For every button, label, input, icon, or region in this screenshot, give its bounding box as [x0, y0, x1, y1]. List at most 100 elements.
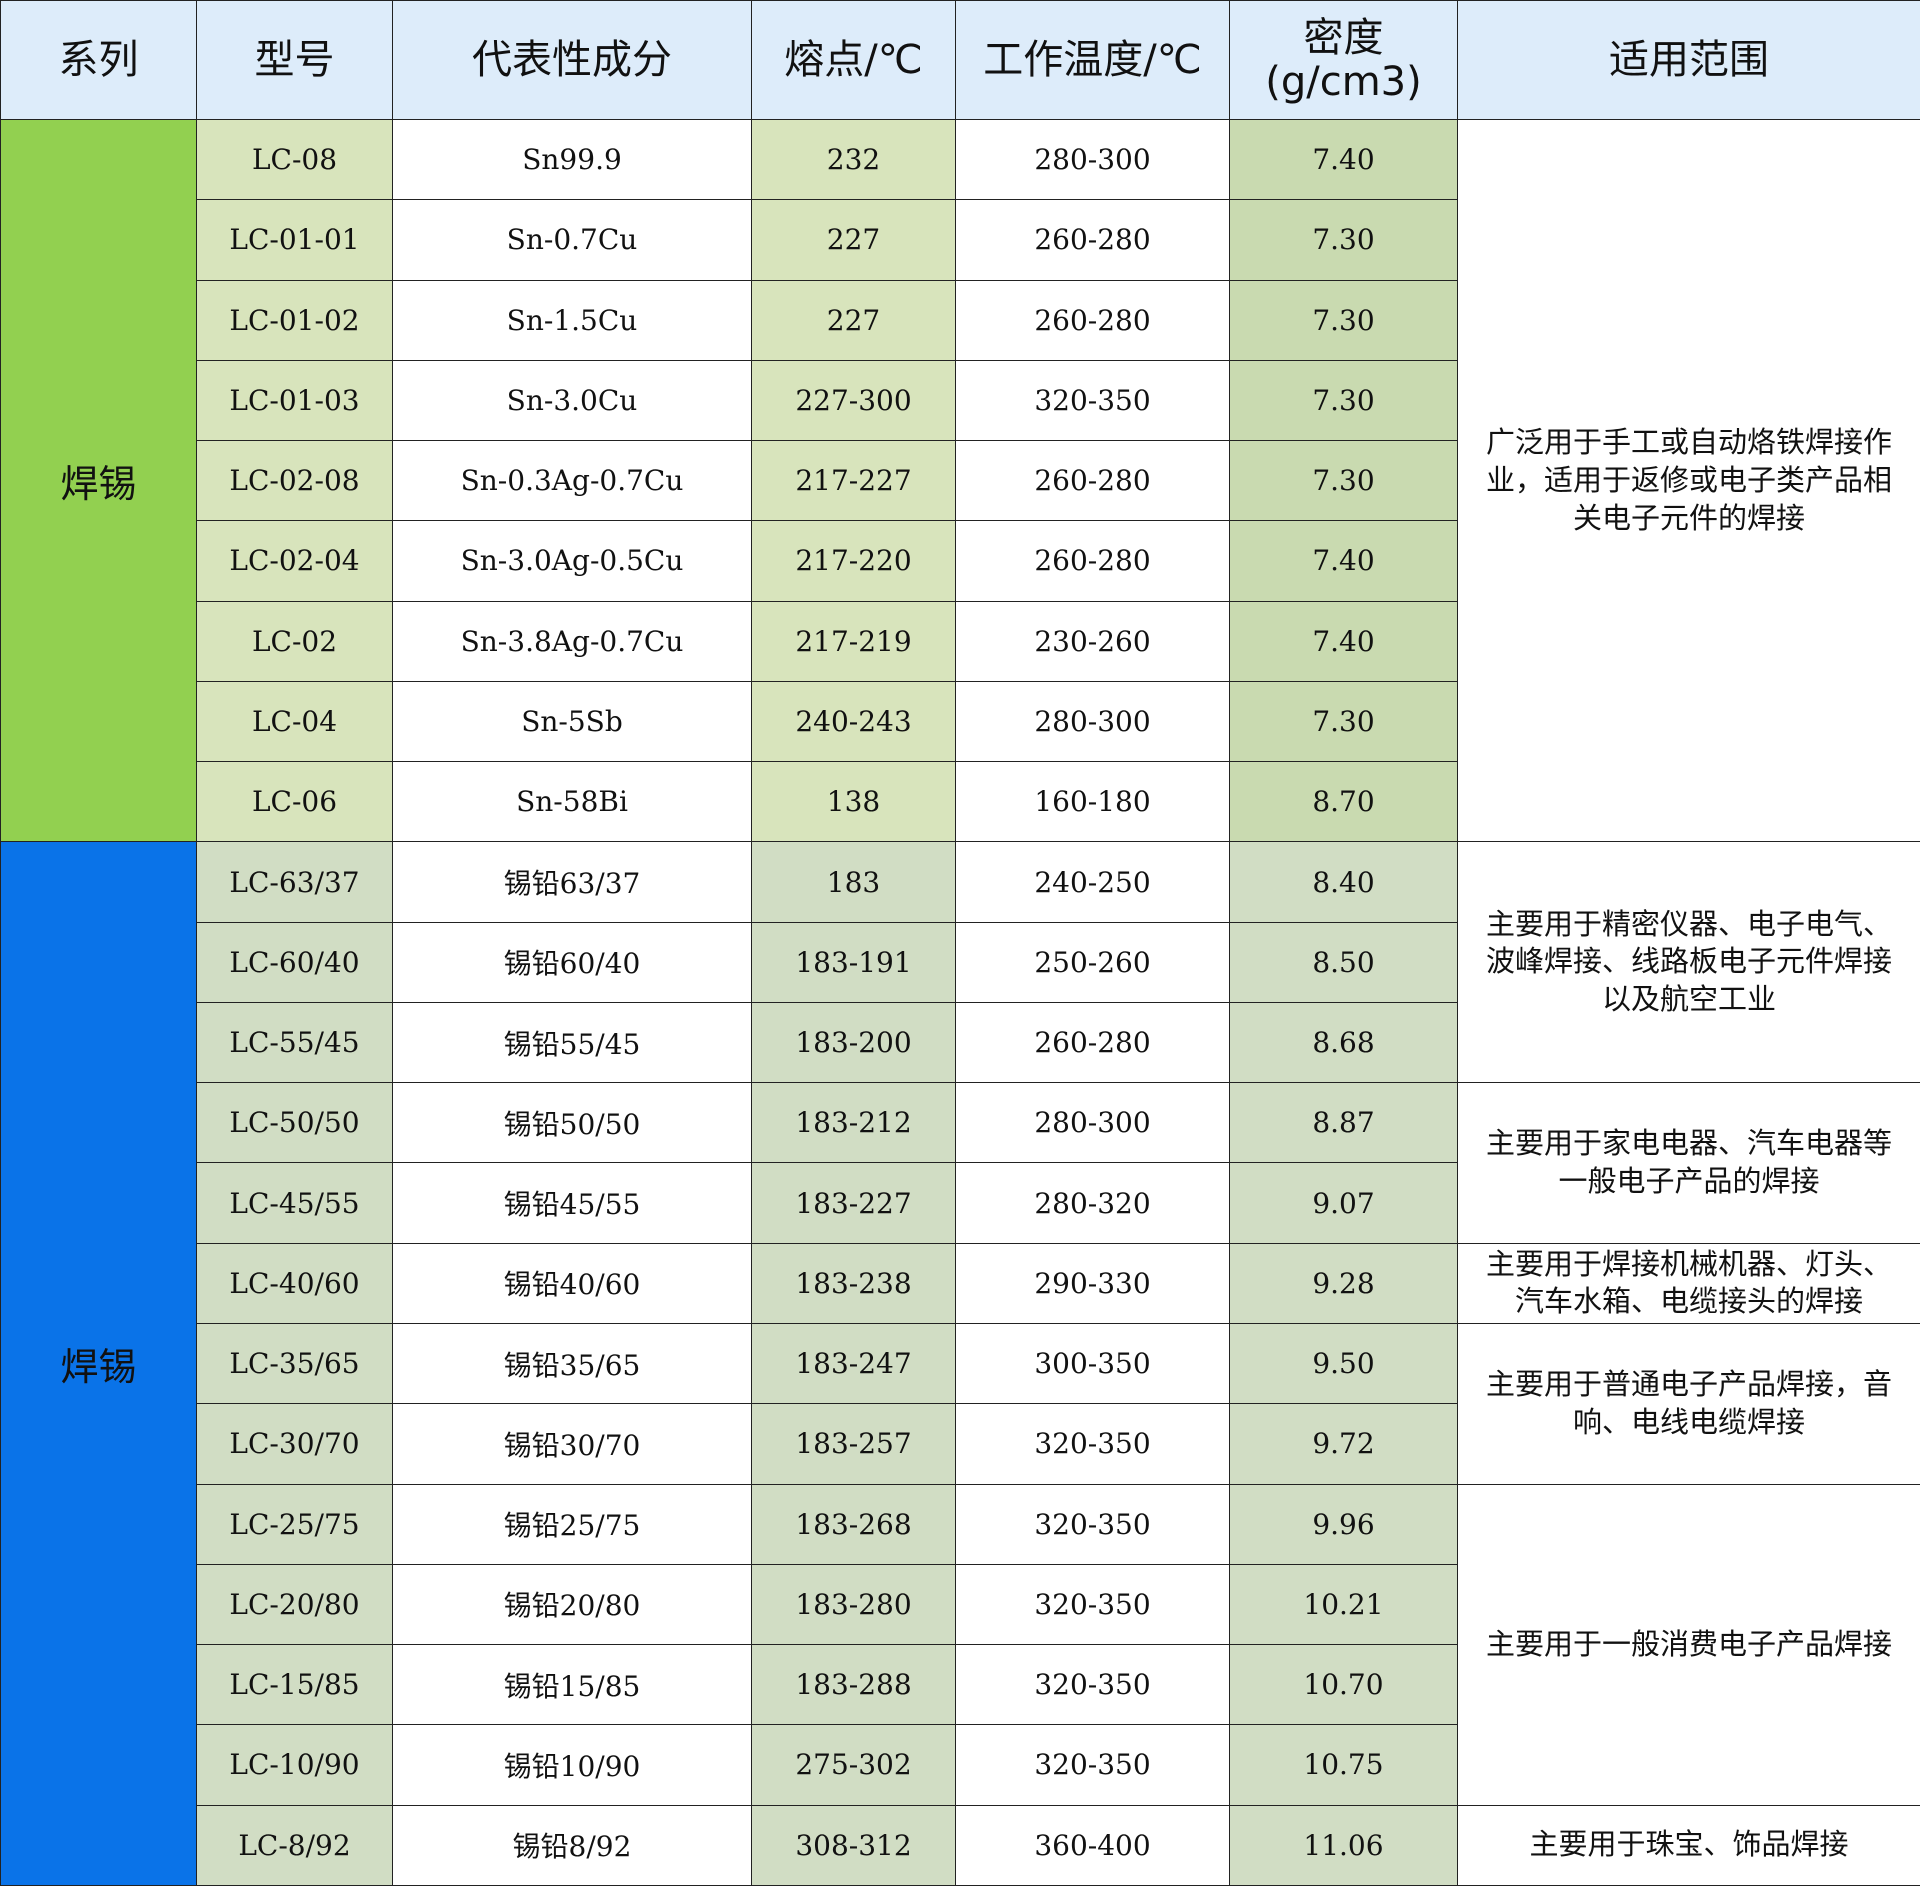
header-cell: 密度 (g/cm3)	[1229, 0, 1458, 120]
data-cell: 183-191	[751, 921, 956, 1003]
series-cell: 焊锡	[0, 841, 197, 1886]
data-cell: 锡铅55/45	[392, 1001, 752, 1084]
data-cell: 11.06	[1229, 1804, 1458, 1886]
data-cell: 183-288	[751, 1644, 956, 1726]
data-cell: 锡铅15/85	[392, 1644, 752, 1726]
data-cell: 280-300	[955, 118, 1230, 201]
table-row: LC-30/70 锡铅30/70 183-257 320-350 9.72	[1, 1403, 1920, 1485]
data-cell: 320-350	[955, 1563, 1230, 1646]
data-cell: 锡铅50/50	[392, 1082, 752, 1164]
header-cell: 型号	[196, 0, 393, 120]
data-cell: 锡铅30/70	[392, 1403, 752, 1485]
table-row: LC-45/55 锡铅45/55 183-227 280-320 9.07	[1, 1162, 1920, 1244]
data-cell: 280-320	[955, 1162, 1230, 1244]
data-cell: LC-02-08	[196, 440, 393, 522]
table-row: LC-02 Sn-3.8Ag-0.7Cu 217-219 230-260 7.40	[1, 600, 1920, 682]
data-cell: 240-250	[955, 841, 1230, 923]
data-cell: 10.70	[1229, 1644, 1458, 1726]
data-cell: 183-247	[751, 1322, 956, 1405]
data-cell: 260-280	[955, 520, 1230, 602]
data-cell: 锡铅20/80	[392, 1563, 752, 1646]
data-cell: LC-06	[196, 761, 393, 843]
header-cell: 适用范围	[1457, 0, 1920, 120]
data-cell: 7.30	[1229, 199, 1458, 281]
data-cell: 锡铅8/92	[392, 1804, 752, 1886]
data-cell: Sn-0.3Ag-0.7Cu	[392, 440, 752, 522]
data-cell: 260-280	[955, 279, 1230, 361]
usage-cell: 主要用于精密仪器、电子电气、波峰焊接、线路板电子元件焊接以及航空工业	[1457, 841, 1920, 1084]
data-cell: 7.40	[1229, 600, 1458, 682]
data-cell: LC-10/90	[196, 1724, 393, 1806]
table-row: LC-15/85 锡铅15/85 183-288 320-350 10.70	[1, 1644, 1920, 1726]
data-cell: 9.72	[1229, 1403, 1458, 1485]
data-cell: 7.30	[1229, 279, 1458, 361]
data-cell: 7.30	[1229, 359, 1458, 442]
data-cell: 250-260	[955, 921, 1230, 1003]
data-cell: LC-01-03	[196, 359, 393, 442]
data-cell: 锡铅63/37	[392, 841, 752, 923]
data-cell: 锡铅40/60	[392, 1242, 752, 1324]
data-cell: Sn-3.0Cu	[392, 359, 752, 442]
data-cell: 8.40	[1229, 841, 1458, 923]
table-row: LC-01-03 Sn-3.0Cu 227-300 320-350 7.30	[1, 359, 1920, 442]
data-cell: 锡铅60/40	[392, 921, 752, 1003]
data-cell: 183-227	[751, 1162, 956, 1244]
header-cell: 熔点/℃	[751, 0, 956, 120]
data-cell: 300-350	[955, 1322, 1230, 1405]
data-cell: 320-350	[955, 1483, 1230, 1565]
data-cell: LC-01-01	[196, 199, 393, 281]
data-cell: 锡铅10/90	[392, 1724, 752, 1806]
data-cell: 275-302	[751, 1724, 956, 1806]
table-row: LC-60/40 锡铅60/40 183-191 250-260 8.50	[1, 921, 1920, 1003]
data-cell: LC-35/65	[196, 1322, 393, 1405]
data-cell: LC-55/45	[196, 1001, 393, 1084]
table-row: LC-55/45 锡铅55/45 183-200 260-280 8.68	[1, 1001, 1920, 1084]
data-cell: 9.96	[1229, 1483, 1458, 1565]
data-cell: 280-300	[955, 680, 1230, 763]
data-cell: 8.68	[1229, 1001, 1458, 1084]
header-cell: 代表性成分	[392, 0, 752, 120]
data-cell: 183-238	[751, 1242, 956, 1324]
data-cell: 7.30	[1229, 440, 1458, 522]
data-cell: 227-300	[751, 359, 956, 442]
table-row: LC-04 Sn-5Sb 240-243 280-300 7.30	[1, 680, 1920, 763]
data-cell: 8.70	[1229, 761, 1458, 843]
table-row: 焊锡 LC-08 Sn99.9 232 280-300 7.40 广泛用于手工或自动烙铁焊接…	[0, 118, 1920, 843]
data-cell: LC-45/55	[196, 1162, 393, 1244]
table-row: LC-35/65 锡铅35/65 183-247 300-350 9.50 主要用于普通电…	[1, 1322, 1920, 1485]
data-cell: LC-50/50	[196, 1082, 393, 1164]
data-cell: LC-60/40	[196, 921, 393, 1003]
data-cell: Sn-3.0Ag-0.5Cu	[392, 520, 752, 602]
data-cell: 227	[751, 199, 956, 281]
data-cell: LC-63/37	[196, 841, 393, 923]
data-cell: 217-220	[751, 520, 956, 602]
data-cell: 280-300	[955, 1082, 1230, 1164]
data-cell: 183-257	[751, 1403, 956, 1485]
data-cell: 10.21	[1229, 1563, 1458, 1646]
data-cell: LC-01-02	[196, 279, 393, 361]
table-row: LC-02-04 Sn-3.0Ag-0.5Cu 217-220 260-280 7.40	[1, 520, 1920, 602]
data-cell: LC-20/80	[196, 1563, 393, 1646]
data-cell: LC-04	[196, 680, 393, 763]
data-cell: Sn99.9	[392, 118, 752, 201]
data-cell: 183-212	[751, 1082, 956, 1164]
header-cell: 工作温度/℃	[955, 0, 1230, 120]
usage-cell: 主要用于珠宝、饰品焊接	[1457, 1804, 1920, 1886]
data-cell: 217-227	[751, 440, 956, 522]
table-row: LC-25/75 锡铅25/75 183-268 320-350 9.96 主要用于一般消…	[1, 1483, 1920, 1806]
data-cell: Sn-5Sb	[392, 680, 752, 763]
data-cell: 320-350	[955, 1644, 1230, 1726]
table-row: 焊锡 LC-63/37 锡铅63/37 183 240-250 8.40 主要用于精密仪器、…	[0, 841, 1920, 1886]
data-cell: 240-243	[751, 680, 956, 763]
data-cell: 260-280	[955, 199, 1230, 281]
header-row: 系列 型号 代表性成分 熔点/℃ 工作温度/℃ 密度 (g/cm3) 适用范围	[0, 0, 1920, 120]
data-cell: 10.75	[1229, 1724, 1458, 1806]
data-cell: 锡铅25/75	[392, 1483, 752, 1565]
usage-cell: 主要用于家电电器、汽车电器等一般电子产品的焊接	[1457, 1082, 1920, 1244]
data-cell: 锡铅45/55	[392, 1162, 752, 1244]
data-cell: Sn-58Bi	[392, 761, 752, 843]
data-cell: 7.30	[1229, 680, 1458, 763]
data-cell: 230-260	[955, 600, 1230, 682]
